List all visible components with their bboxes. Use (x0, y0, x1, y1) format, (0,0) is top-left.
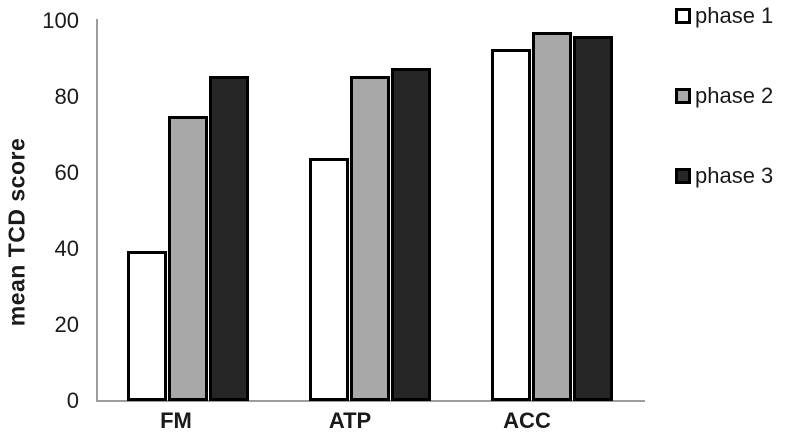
bar-phase-2-acc (532, 32, 572, 401)
legend-label: phase 2 (695, 83, 774, 108)
legend-swatch-icon (675, 168, 691, 184)
y-axis-line (96, 19, 98, 402)
legend-item-phase-3: phase 3 (675, 163, 774, 188)
bar-phase-2-atp (350, 76, 390, 401)
bar-phase-1-acc (491, 49, 531, 401)
y-tick-label-40: 40 (54, 236, 79, 261)
bar-phase-1-fm (127, 251, 167, 401)
category-label-atp: ATP (328, 408, 372, 433)
bar-phase-2-fm (168, 116, 208, 401)
y-tick-label-80: 80 (54, 84, 79, 109)
y-tick-label-60: 60 (54, 160, 79, 185)
legend-swatch-icon (675, 88, 691, 104)
category-label-acc: ACC (503, 408, 551, 433)
bar-phase-3-fm (209, 76, 249, 401)
legend-label: phase 1 (695, 3, 774, 28)
y-tick-label-100: 100 (42, 8, 79, 33)
bar-phase-1-atp (309, 158, 349, 401)
legend-item-phase-1: phase 1 (675, 3, 774, 28)
y-tick-label-0: 0 (66, 388, 79, 413)
legend-label: phase 3 (695, 163, 774, 188)
y-tick-label-20: 20 (54, 312, 79, 337)
x-axis-line (96, 400, 645, 402)
legend-swatch-icon (675, 8, 691, 24)
bar-phase-3-atp (391, 68, 431, 401)
legend-item-phase-2: phase 2 (675, 83, 774, 108)
bar-phase-3-acc (573, 36, 613, 401)
category-label-fm: FM (160, 408, 192, 433)
